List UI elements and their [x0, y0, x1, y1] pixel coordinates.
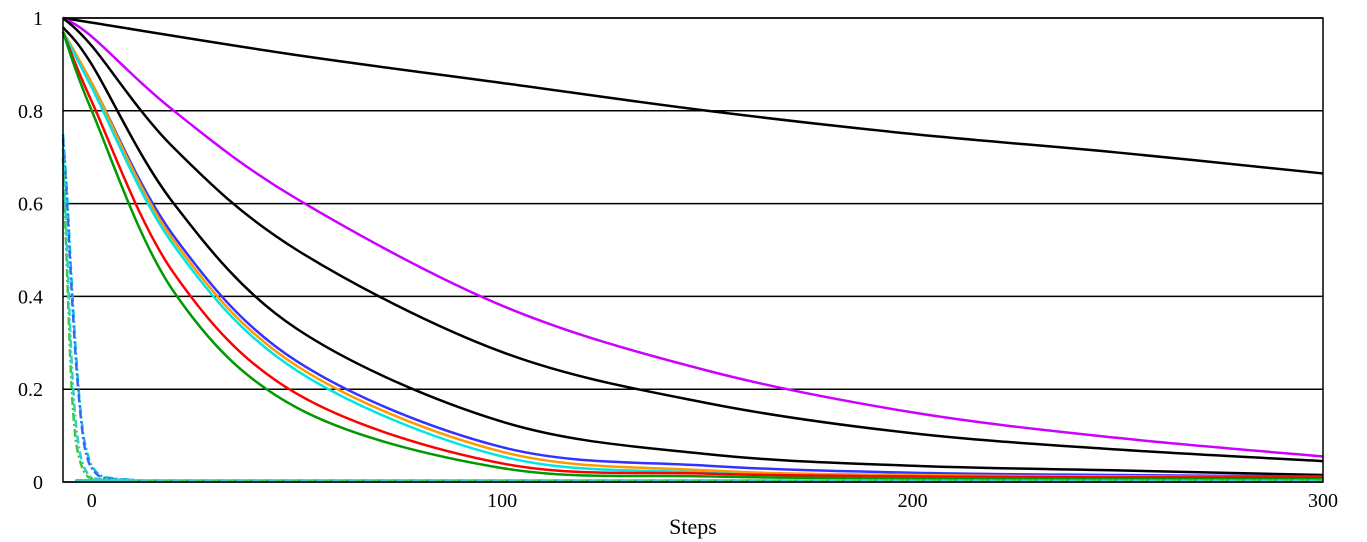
series-line-4	[62, 26, 1324, 477]
series-line-6	[61, 31, 1324, 479]
x-tick-labels: 0 100 200 300	[87, 490, 1338, 512]
x-tick-label: 100	[487, 490, 517, 512]
series-line-8	[61, 31, 1324, 479]
y-tick-label: 0.4	[18, 286, 43, 308]
y-tick-label: 0	[33, 472, 43, 494]
x-tick-label: 300	[1308, 490, 1338, 512]
series-line-3	[62, 17, 1324, 463]
series-line-12	[61, 157, 1323, 482]
y-tick-label: 0.6	[18, 194, 43, 216]
series-line-2	[62, 16, 1324, 458]
plot-frame	[62, 17, 1324, 483]
series-line-13	[61, 147, 1324, 482]
series-lines	[61, 16, 1324, 482]
x-tick-label: 0	[87, 490, 97, 512]
series-line-11	[61, 138, 1324, 482]
x-axis-label: Steps	[669, 514, 717, 539]
series-line-10	[61, 133, 1324, 482]
series-line-5	[61, 31, 1324, 478]
grid-lines	[63, 17, 1323, 483]
y-tick-label: 0.8	[18, 101, 43, 123]
y-tick-label: 0.2	[18, 379, 43, 401]
y-tick-label: 1	[33, 8, 43, 30]
series-line-9	[61, 31, 1324, 481]
series-line-7	[61, 31, 1324, 481]
y-tick-labels: 0 0.2 0.4 0.6 0.8 1	[18, 8, 43, 494]
series-line-1	[62, 16, 1324, 175]
x-tick-label: 200	[898, 490, 928, 512]
